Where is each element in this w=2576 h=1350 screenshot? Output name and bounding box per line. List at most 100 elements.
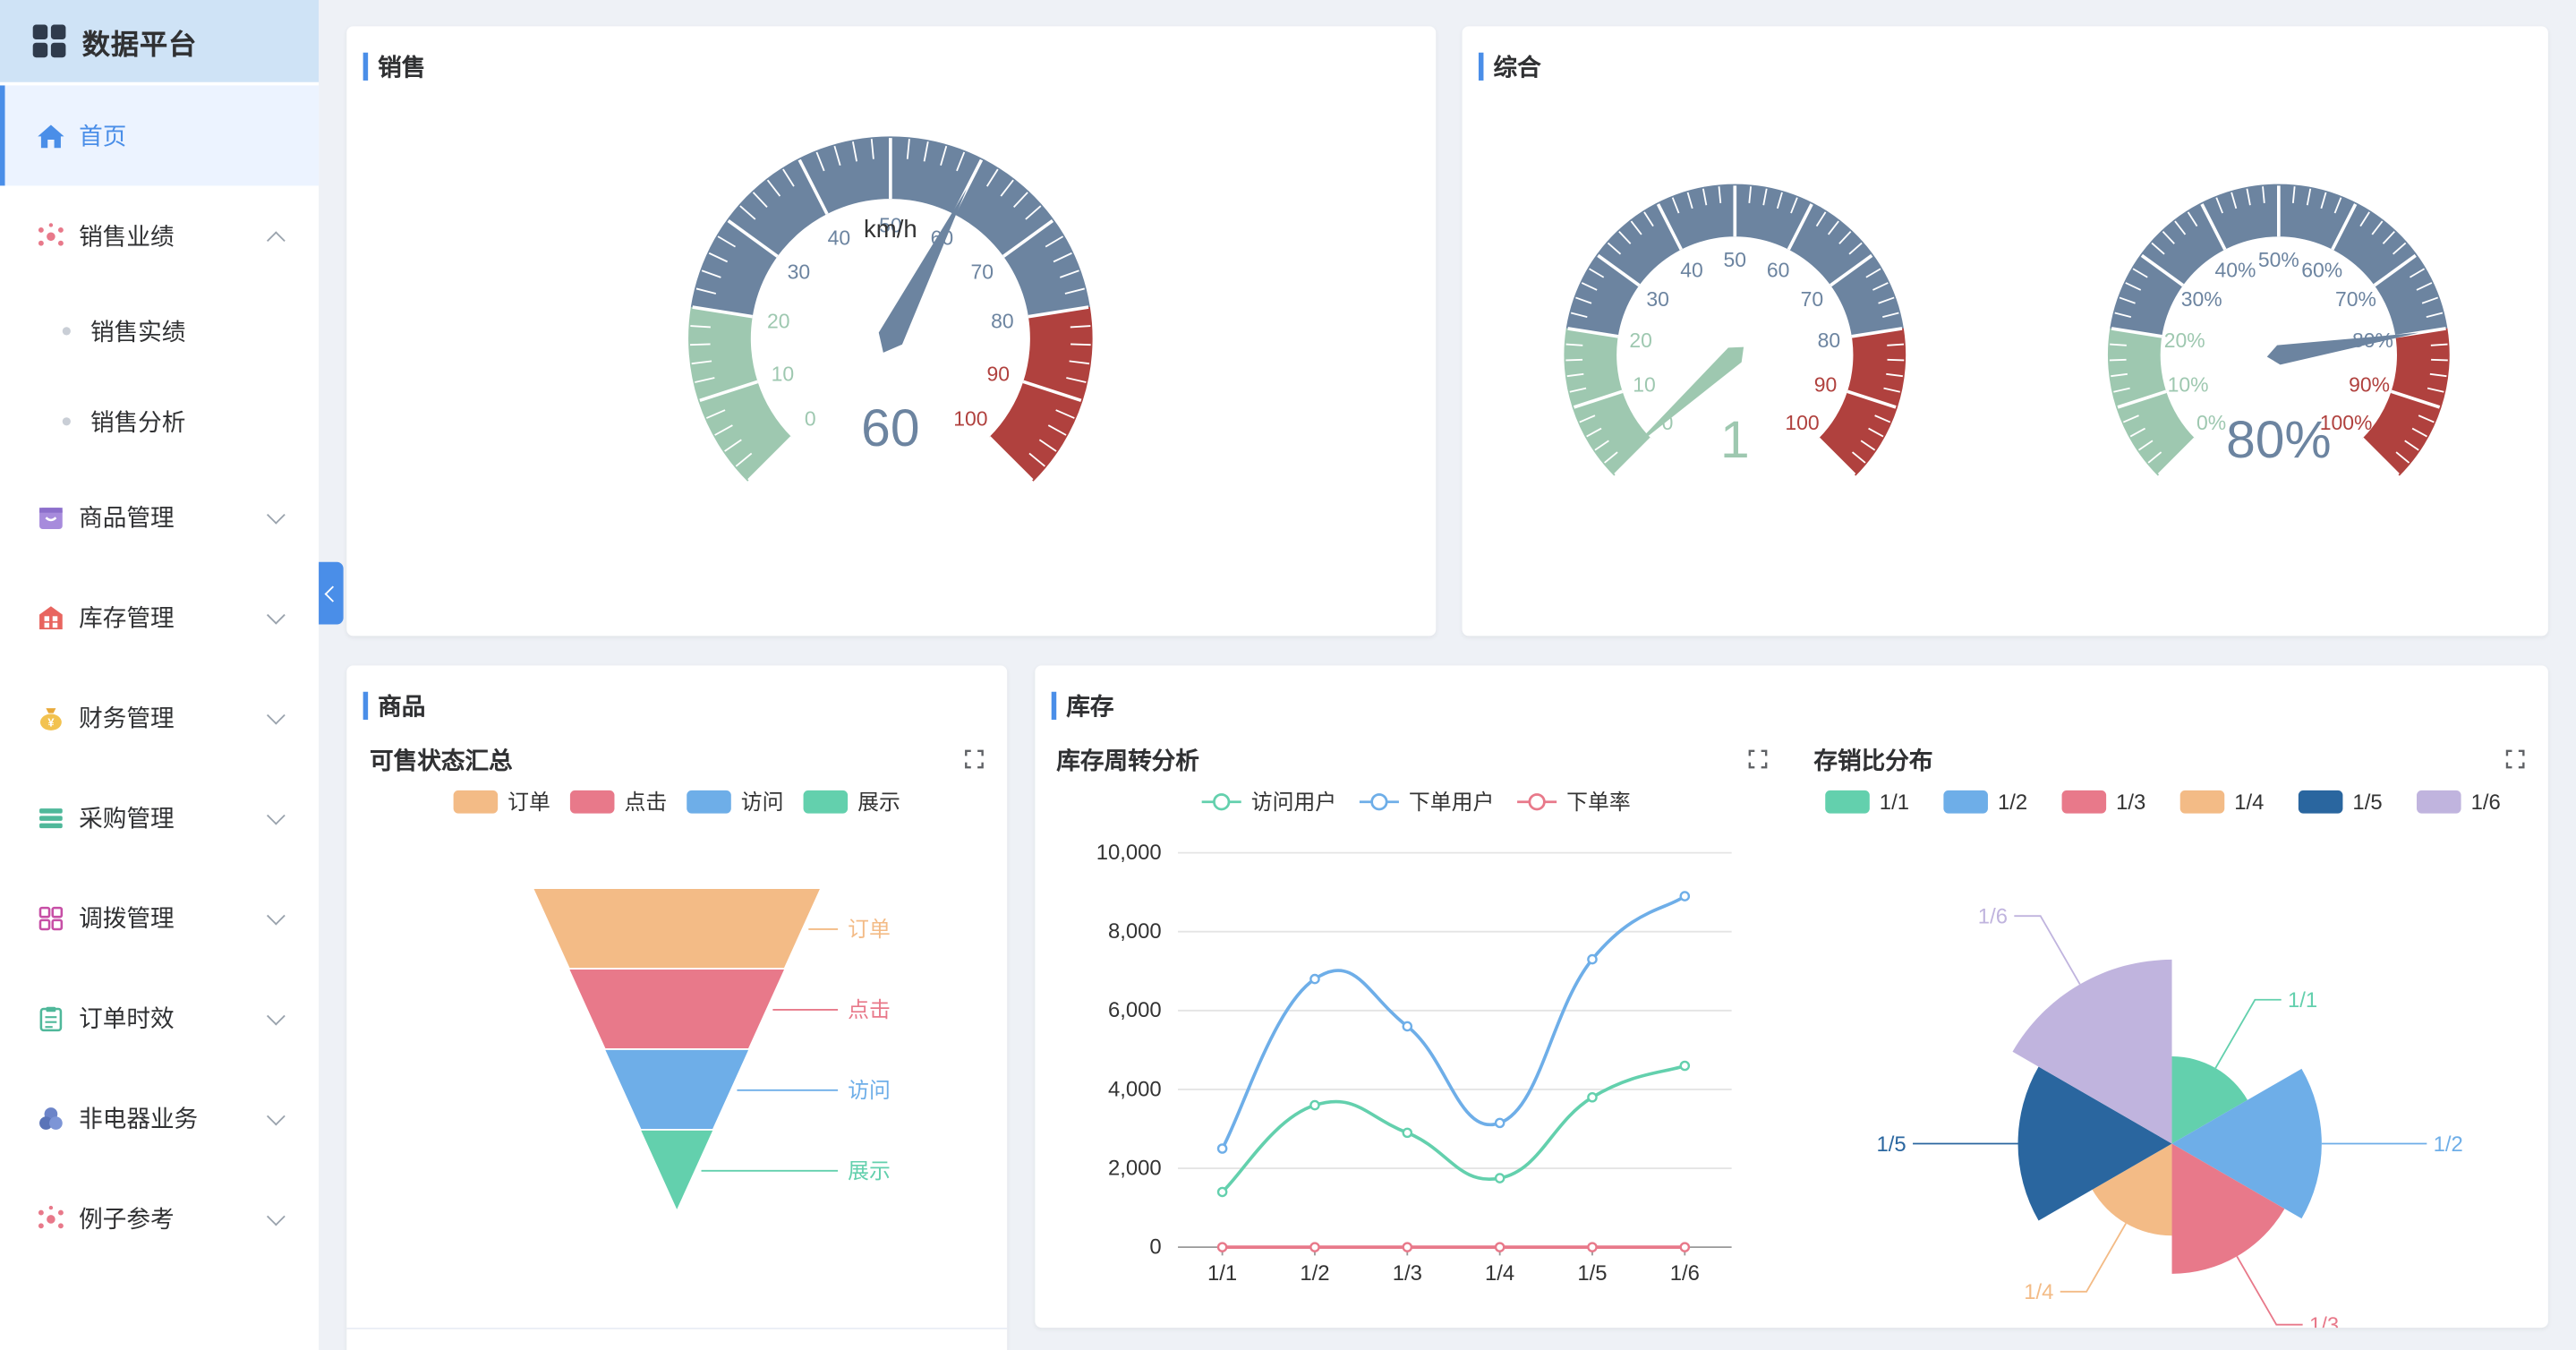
sidebar-item-inventory[interactable]: 库存管理 bbox=[0, 567, 319, 667]
series-point bbox=[1587, 1091, 1598, 1103]
legend-swatch bbox=[1825, 790, 1870, 814]
series-point bbox=[1309, 1242, 1320, 1252]
gauge-minor-tick bbox=[1038, 439, 1057, 452]
pie-label-line bbox=[2014, 915, 2081, 985]
fullscreen-icon[interactable] bbox=[1748, 749, 1768, 769]
gauge-minor-tick bbox=[1581, 282, 1598, 291]
gauge-minor-tick bbox=[2151, 242, 2165, 255]
money-bag-icon: ¥ bbox=[36, 703, 65, 732]
line-chart: 访问用户 下单用户 下单率 0 2,000 4,000 6,000 8,000 10,000 1/… bbox=[1096, 790, 1732, 1286]
gauge-minor-tick bbox=[2113, 387, 2130, 393]
chevron-down-icon bbox=[266, 1206, 286, 1226]
gauge-minor-tick bbox=[717, 235, 736, 248]
gauge-minor-tick bbox=[766, 179, 781, 197]
gauge-unit-label: km/h bbox=[864, 215, 917, 243]
gauge-minor-tick bbox=[1815, 211, 1827, 227]
sidebar-item-finance[interactable]: ¥ 财务管理 bbox=[0, 667, 319, 767]
series-point bbox=[1402, 1127, 1413, 1139]
sidebar-item-goods[interactable]: 商品管理 bbox=[0, 466, 319, 567]
title-accent-bar bbox=[363, 52, 369, 81]
sidebar-item-label: 库存管理 bbox=[79, 606, 175, 633]
gauge-minor-tick bbox=[695, 377, 715, 383]
sidebar-item-label: 调拨管理 bbox=[79, 907, 175, 934]
fullscreen-icon[interactable] bbox=[2505, 749, 2525, 769]
gauge-minor-tick bbox=[1887, 343, 1905, 346]
gauge-minor-tick bbox=[1860, 440, 1876, 451]
sidebar: 数据平台 首页 销售业绩 销售实绩 销售分析 bbox=[0, 0, 320, 1350]
gauge-major-tick bbox=[692, 305, 754, 319]
sidebar-item-home[interactable]: 首页 bbox=[0, 85, 320, 186]
gauge-major-tick bbox=[1847, 389, 1897, 409]
gauge-major-tick bbox=[2140, 253, 2185, 287]
sidebar-item-purchase[interactable]: 采购管理 bbox=[0, 767, 319, 867]
gauge-minor-tick bbox=[1589, 268, 1605, 278]
y-tick-label: 0 bbox=[1149, 1235, 1161, 1259]
legend-circle-marker bbox=[1370, 793, 1388, 811]
sidebar-collapse-button[interactable] bbox=[319, 561, 344, 625]
gauge-tick-label: 50% bbox=[2258, 248, 2299, 271]
sidebar-item-non-appliance[interactable]: 非电器业务 bbox=[0, 1068, 319, 1168]
fullscreen-icon[interactable] bbox=[964, 749, 984, 769]
series-point bbox=[1679, 1060, 1691, 1072]
sidebar-subitem-sales-analysis[interactable]: 销售分析 bbox=[0, 376, 319, 466]
gauge-minor-tick bbox=[1570, 312, 1588, 318]
gauge-minor-tick bbox=[1872, 282, 1889, 291]
series-point bbox=[1402, 1242, 1413, 1252]
gauge-minor-tick bbox=[2359, 211, 2370, 227]
gauge-band-2 bbox=[1818, 328, 1906, 476]
sidebar-item-transfer[interactable]: 调拨管理 bbox=[0, 867, 319, 968]
clipboard-icon bbox=[36, 1004, 65, 1033]
pie-label: 1/6 bbox=[1978, 904, 2008, 928]
gauge-minor-tick bbox=[1874, 414, 1891, 423]
gauge-major-tick bbox=[1787, 203, 1813, 251]
title-accent-bar bbox=[1051, 691, 1057, 720]
gauge-minor-tick bbox=[1607, 242, 1622, 255]
pie-slice bbox=[2171, 1143, 2285, 1274]
gauge-minor-tick bbox=[695, 287, 717, 295]
title-accent-bar bbox=[363, 691, 369, 720]
sidebar-item-order-timeliness[interactable]: 订单时效 bbox=[0, 968, 319, 1068]
gauge-major-tick bbox=[1830, 253, 1873, 287]
gauge-minor-tick bbox=[2174, 220, 2187, 235]
sidebar-item-sales-performance[interactable]: 销售业绩 bbox=[0, 185, 319, 286]
gauge-minor-tick bbox=[1069, 360, 1090, 365]
gauge-major-tick bbox=[747, 436, 793, 482]
gauge-tick-label: 70 bbox=[1801, 287, 1824, 311]
sidebar-subitem-sales-actual[interactable]: 销售实绩 bbox=[0, 286, 319, 376]
legend-label: 订单 bbox=[508, 790, 550, 815]
gauge-minor-tick bbox=[1059, 269, 1079, 278]
gauge-minor-tick bbox=[691, 360, 712, 365]
apps-grid-icon bbox=[32, 24, 66, 58]
gauge-major-tick bbox=[987, 436, 1034, 482]
gauge-tick-label: 90% bbox=[2349, 372, 2390, 396]
card-footer-divider bbox=[346, 1328, 1008, 1329]
gauge-minor-tick bbox=[2411, 427, 2427, 438]
legend-swatch bbox=[2179, 790, 2225, 814]
sidebar-item-label: 销售业绩 bbox=[79, 225, 175, 252]
gauge-tick-label: 20% bbox=[2164, 329, 2205, 352]
gauge-minor-tick bbox=[2262, 186, 2265, 203]
gauge-minor-tick bbox=[2371, 220, 2384, 235]
funnel-segment bbox=[641, 1130, 713, 1209]
gauge-minor-tick bbox=[1055, 409, 1075, 419]
legend-label: 1/1 bbox=[1880, 790, 1909, 815]
gauge-minor-tick bbox=[2426, 312, 2444, 318]
gauge-minor-tick bbox=[2418, 414, 2435, 423]
bullet-dot-icon bbox=[62, 327, 71, 336]
legend-swatch bbox=[687, 790, 731, 814]
gauge-tick-label: 30% bbox=[2181, 287, 2222, 311]
gauge-major-tick bbox=[2390, 389, 2441, 409]
gauge-minor-tick bbox=[2187, 211, 2198, 227]
gauge-minor-tick bbox=[1025, 205, 1042, 220]
legend-label: 1/6 bbox=[2471, 790, 2501, 815]
gauge-minor-tick bbox=[1878, 296, 1895, 304]
sidebar-item-examples[interactable]: 例子参考 bbox=[0, 1168, 319, 1269]
gauge-minor-tick bbox=[2110, 343, 2127, 346]
gauge-pointer bbox=[1629, 346, 1744, 451]
brand[interactable]: 数据平台 bbox=[0, 0, 320, 82]
gauge-minor-tick bbox=[2404, 440, 2419, 451]
pie-label: 1/1 bbox=[2288, 988, 2317, 1012]
gauge-major-tick bbox=[2157, 437, 2196, 476]
gauge-tick-label: 100 bbox=[1785, 411, 1819, 434]
gauge-minor-tick bbox=[1702, 188, 1708, 206]
